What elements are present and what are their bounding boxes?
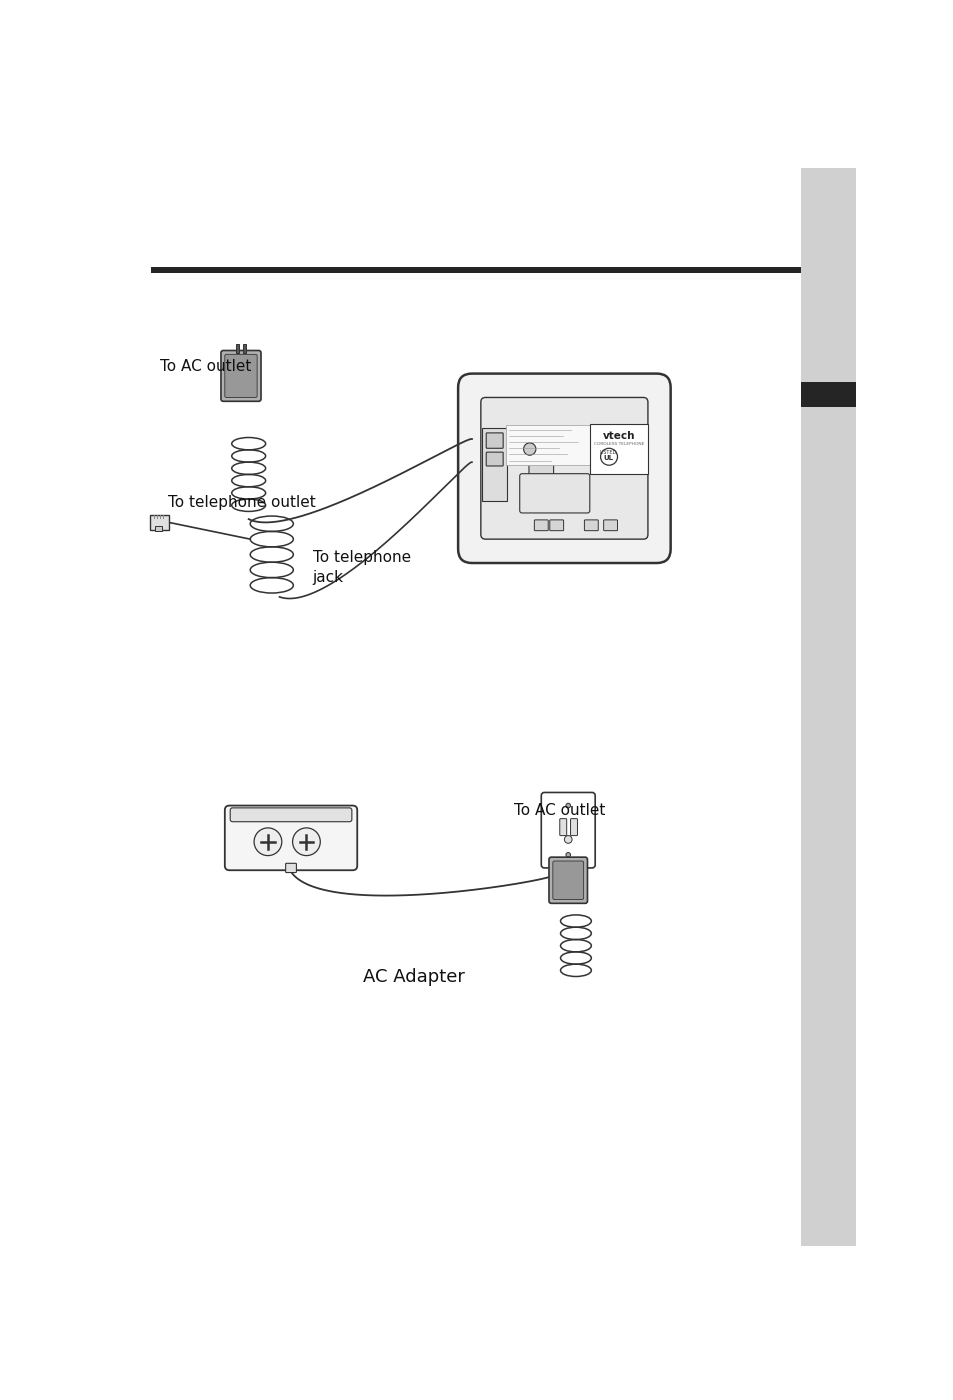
Circle shape (565, 804, 570, 808)
Circle shape (523, 442, 536, 455)
FancyBboxPatch shape (221, 350, 261, 402)
Text: To telephone
jack: To telephone jack (313, 550, 411, 585)
FancyBboxPatch shape (155, 526, 162, 531)
FancyBboxPatch shape (549, 519, 563, 531)
Text: To AC outlet: To AC outlet (160, 360, 252, 374)
Text: AC Adapter: AC Adapter (363, 967, 465, 986)
FancyBboxPatch shape (540, 792, 595, 868)
Bar (151, 266, 800, 273)
Circle shape (564, 836, 572, 843)
Bar (800, 382, 856, 406)
FancyBboxPatch shape (225, 354, 257, 398)
FancyBboxPatch shape (528, 463, 553, 483)
Text: To telephone outlet: To telephone outlet (168, 496, 315, 511)
Bar (243, 344, 246, 353)
Circle shape (293, 827, 320, 855)
FancyBboxPatch shape (486, 433, 502, 448)
FancyBboxPatch shape (518, 435, 548, 461)
FancyBboxPatch shape (570, 819, 577, 836)
FancyBboxPatch shape (285, 864, 296, 872)
FancyBboxPatch shape (552, 861, 583, 900)
Text: LISTED: LISTED (599, 451, 617, 455)
FancyBboxPatch shape (589, 424, 648, 473)
Bar (235, 344, 238, 353)
FancyBboxPatch shape (480, 398, 647, 539)
FancyBboxPatch shape (559, 819, 566, 836)
Text: UL: UL (602, 455, 613, 461)
FancyBboxPatch shape (482, 428, 506, 501)
FancyBboxPatch shape (505, 426, 599, 465)
Circle shape (253, 827, 281, 855)
FancyBboxPatch shape (584, 519, 598, 531)
Text: To AC outlet: To AC outlet (514, 804, 605, 819)
FancyBboxPatch shape (534, 519, 548, 531)
FancyBboxPatch shape (519, 473, 589, 512)
FancyBboxPatch shape (548, 857, 587, 903)
FancyBboxPatch shape (230, 808, 352, 822)
FancyBboxPatch shape (225, 805, 356, 871)
Text: CORDLESS TELEPHONE: CORDLESS TELEPHONE (594, 442, 643, 447)
FancyBboxPatch shape (150, 515, 169, 531)
Bar (800, 168, 856, 1246)
Text: vtech: vtech (602, 431, 635, 441)
FancyBboxPatch shape (603, 519, 617, 531)
FancyBboxPatch shape (486, 452, 502, 466)
Circle shape (565, 853, 570, 857)
FancyBboxPatch shape (457, 374, 670, 563)
